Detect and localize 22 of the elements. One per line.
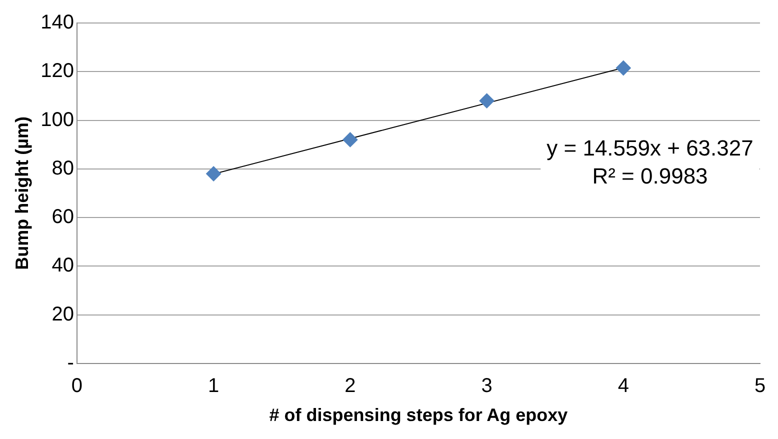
x-tick-label: 1 bbox=[208, 374, 220, 397]
x-tick-label: 3 bbox=[481, 374, 492, 397]
annotation: R² = 0.9983 bbox=[592, 163, 708, 188]
x-tick-label: 5 bbox=[754, 374, 766, 397]
y-tick-label: 40 bbox=[52, 254, 74, 277]
point bbox=[342, 132, 358, 148]
x-axis-title: # of dispensing steps for Ag epoxy bbox=[269, 405, 568, 426]
point bbox=[479, 93, 494, 108]
x-tick-label: 2 bbox=[344, 374, 356, 397]
y-tick-label: - bbox=[67, 352, 74, 374]
point bbox=[616, 60, 631, 76]
y-tick-label: 140 bbox=[40, 12, 74, 34]
y-tick-label: 100 bbox=[40, 108, 74, 131]
y-tick-label: 120 bbox=[40, 60, 74, 82]
y-tick-label: 60 bbox=[52, 206, 74, 228]
y-tick-label: 80 bbox=[52, 157, 74, 180]
y-tick-label: 20 bbox=[52, 303, 74, 326]
annotation: y = 14.559x + 63.327 bbox=[546, 135, 754, 160]
x-tick-label: 0 bbox=[71, 374, 83, 397]
point bbox=[206, 166, 222, 182]
x-tick-label: 4 bbox=[618, 374, 629, 397]
y-axis-title: Bump height (µm) bbox=[12, 116, 32, 270]
